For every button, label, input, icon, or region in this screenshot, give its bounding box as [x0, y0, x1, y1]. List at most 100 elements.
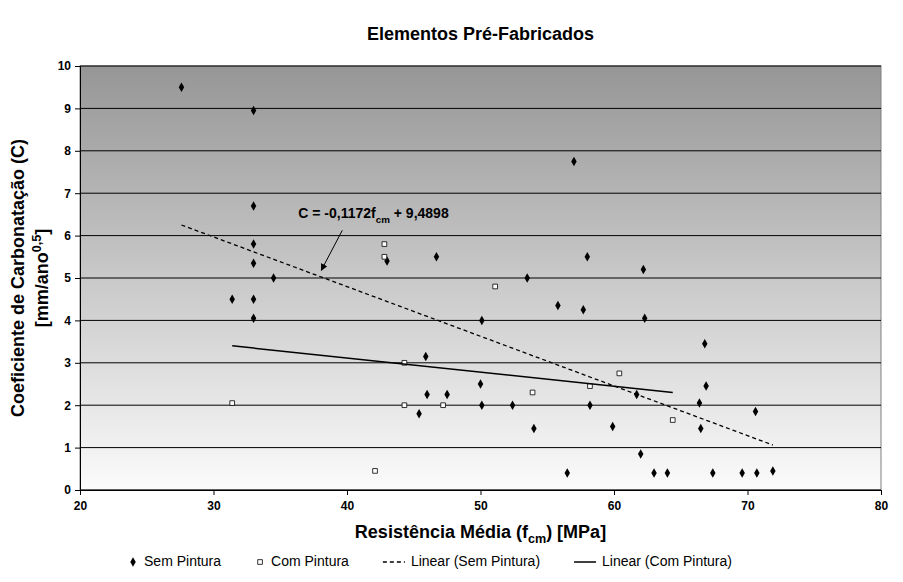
- tick-mark: [214, 490, 215, 495]
- point: [581, 305, 586, 314]
- point: [739, 468, 744, 477]
- grid-line: [80, 447, 881, 448]
- point: [479, 316, 484, 325]
- text-part: ]: [32, 229, 52, 235]
- tick-mark: [75, 320, 80, 321]
- legend-label: Linear (Sem Pintura): [411, 553, 540, 569]
- text-part: 0,5: [30, 235, 44, 253]
- text-part: Resistência Média (f: [355, 522, 529, 542]
- tick-label: 10: [58, 59, 72, 73]
- tick: 5: [64, 271, 80, 285]
- point: [651, 468, 656, 477]
- tick: 9: [64, 102, 80, 116]
- tick: 70: [741, 490, 755, 513]
- tick-mark: [75, 490, 80, 491]
- legend-item: Linear (Sem Pintura): [383, 553, 540, 569]
- tick: 60: [608, 490, 622, 513]
- text-part: cm: [528, 532, 546, 546]
- point: [373, 469, 378, 474]
- text-part: [mm/ano: [32, 252, 52, 327]
- tick-label: 9: [64, 102, 71, 116]
- grid: [80, 66, 881, 490]
- tick: 4: [64, 314, 80, 328]
- tick-label: 2: [64, 399, 71, 413]
- point: [251, 201, 256, 210]
- tick: 3: [64, 356, 80, 370]
- legend-marker: [258, 560, 263, 565]
- point: [478, 379, 483, 388]
- legend-marker: [130, 557, 135, 566]
- point: [697, 398, 702, 407]
- tick-mark: [75, 236, 80, 237]
- point: [555, 301, 560, 310]
- tick: 8: [64, 144, 80, 158]
- tick-label: 8: [64, 144, 71, 158]
- text-part: C = -0,1172f: [298, 205, 376, 221]
- point: [617, 371, 622, 376]
- point: [698, 424, 703, 433]
- x-axis: 20 30 40 50 60 70 80: [74, 490, 889, 513]
- point: [510, 400, 515, 409]
- point: [638, 449, 643, 458]
- x-axis-title: Resistência Média (fcm) [MPa]: [355, 522, 606, 546]
- annotation-arrow: [321, 230, 342, 270]
- y-axis-title: [mm/ano0,5]: [30, 229, 52, 328]
- tick-mark: [75, 448, 80, 449]
- tick-mark: [748, 490, 749, 495]
- tick-mark: [75, 405, 80, 406]
- tick-label: 50: [474, 499, 488, 513]
- point: [702, 339, 707, 348]
- tick: 7: [64, 187, 80, 201]
- text-part: cm: [376, 214, 390, 225]
- tick: 80: [875, 490, 889, 513]
- point: [424, 390, 429, 399]
- title: Elementos Pré-Fabricados: [367, 24, 594, 44]
- trend-line: [181, 225, 772, 445]
- y-axis-title: Coeficiente de Carbonatação (C): [8, 139, 28, 417]
- tick-mark: [75, 363, 80, 364]
- tick-label: 20: [74, 499, 88, 513]
- tick-label: 5: [64, 271, 71, 285]
- tick-label: 70: [741, 499, 755, 513]
- tick-label: 30: [207, 499, 221, 513]
- axis-line: [75, 67, 81, 491]
- point: [402, 403, 407, 408]
- point: [251, 258, 256, 267]
- tick-mark: [347, 490, 348, 495]
- tick: 20: [74, 490, 88, 513]
- tick-label: 7: [64, 187, 71, 201]
- grid-line: [80, 66, 881, 67]
- point: [271, 273, 276, 282]
- point: [753, 407, 758, 416]
- legend: Sem Pintura Com Pintura Linear (Sem Pintur…: [130, 553, 732, 569]
- point: [642, 314, 647, 323]
- point: [587, 400, 592, 409]
- point: [382, 254, 387, 259]
- tick: 2: [64, 399, 80, 413]
- tick: 30: [207, 490, 221, 513]
- grid-line: [80, 108, 881, 109]
- annotation: C = -0,1172fcm + 9,4898: [298, 205, 449, 225]
- legend-marker: [383, 561, 405, 563]
- point: [434, 252, 439, 261]
- point: [530, 390, 535, 395]
- tick-label: 4: [64, 314, 71, 328]
- point: [251, 239, 256, 248]
- tick: 0: [64, 483, 80, 497]
- point: [416, 409, 421, 418]
- tick-mark: [75, 108, 80, 109]
- chart: Elementos Pré-Fabricados 20 30 40 50 60 70 80 0 1…: [0, 0, 903, 582]
- point: [179, 82, 184, 91]
- point: [479, 400, 484, 409]
- text-part: ) [MPa]: [546, 522, 606, 542]
- legend-item: Com Pintura: [258, 553, 349, 569]
- tick: 40: [341, 490, 355, 513]
- legend-label: Sem Pintura: [144, 553, 221, 569]
- tick-label: 40: [341, 499, 355, 513]
- tick: 10: [58, 59, 80, 73]
- grid-line: [80, 362, 881, 363]
- point: [423, 352, 428, 361]
- tick-label: 0: [64, 483, 71, 497]
- point: [229, 294, 234, 303]
- tick-mark: [881, 490, 882, 495]
